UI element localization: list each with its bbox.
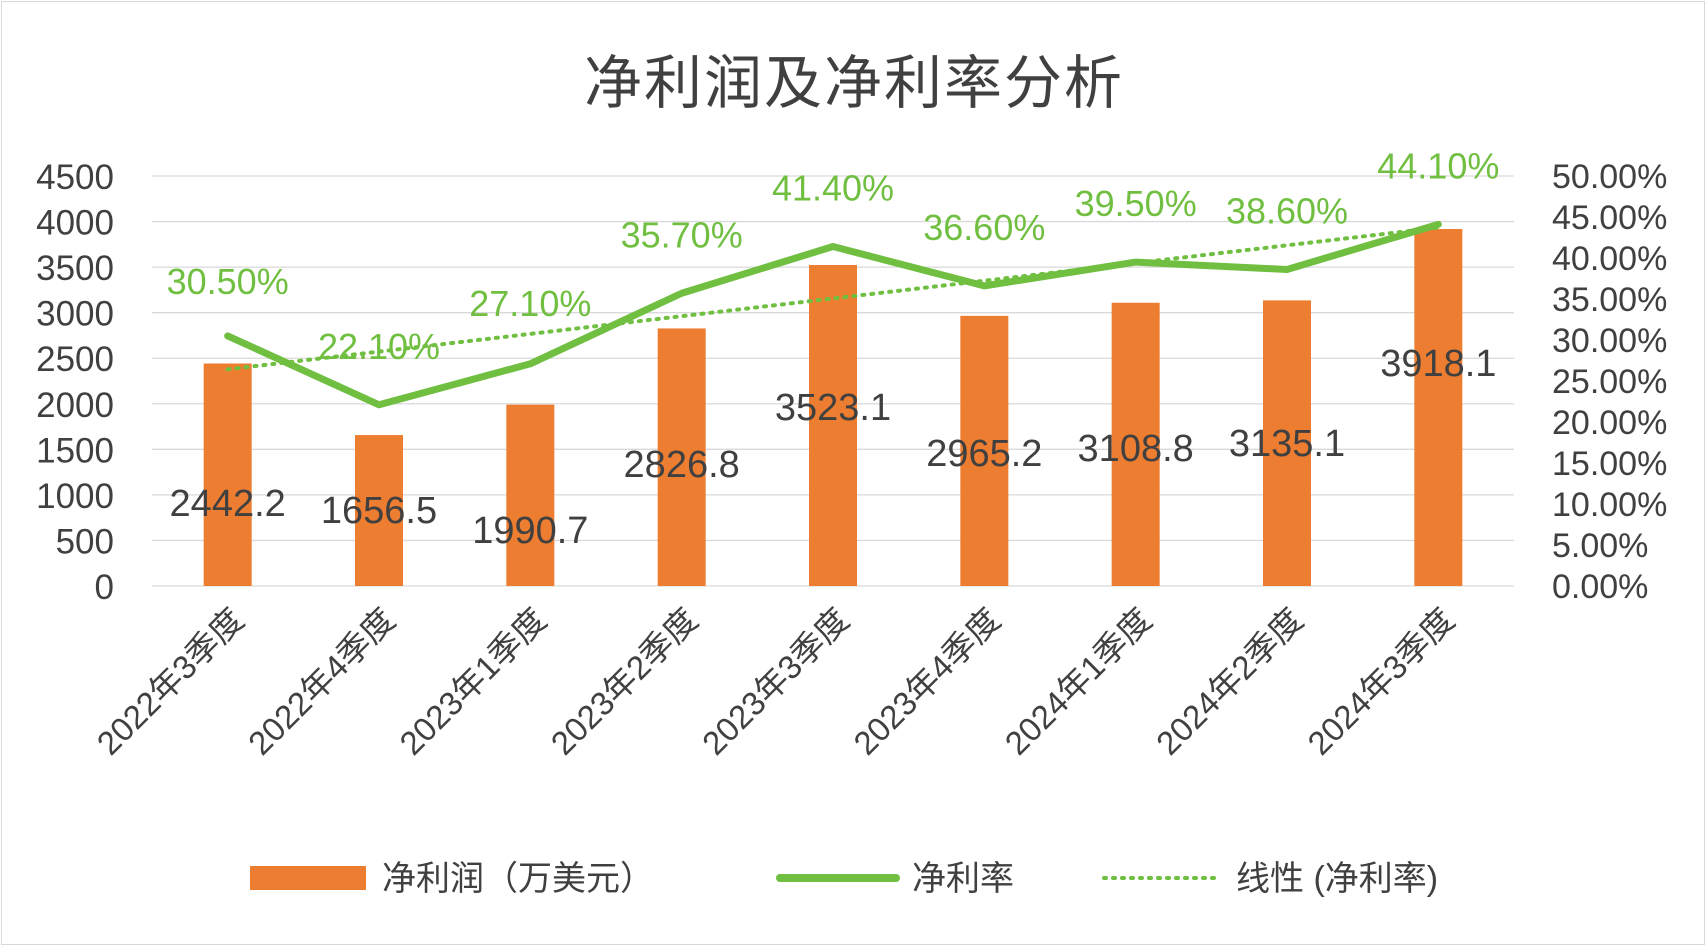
bar-data-labels: 2442.2 1656.5 1990.7 2826.8 3523.1 2965.2 3108… [170,343,1497,552]
line-data-label: 38.60% [1226,190,1348,231]
line-series [224,220,1442,409]
bar [809,265,857,586]
left-axis-tick-label: 500 [56,522,114,561]
left-axis-tick-label: 0 [95,568,114,607]
bar-data-label: 3523.1 [775,387,891,429]
bar [960,315,1009,586]
trendline [225,225,1441,372]
legend-swatch-bar [250,866,366,890]
line-data-label: 39.50% [1075,183,1197,224]
bar [1414,229,1463,586]
x-axis-tick-label: 2022年3季度 [90,601,251,762]
left-axis-tick-label: 2000 [36,386,114,425]
right-axis-tick-label: 5.00% [1552,527,1648,565]
x-axis-labels: 2022年3季度2022年4季度2023年1季度2023年2季度2023年3季度… [90,601,1462,762]
legend-label-trendline: 线性 (净利率) [1236,860,1438,898]
line-data-labels: 30.50% 22.10% 27.10% 35.70% 41.40% 36.60% 39.5… [167,145,1500,366]
legend-label-net-profit: 净利润（万美元） [382,860,654,898]
left-axis-tick-label: 1000 [36,477,114,516]
left-axis-tick-label: 1500 [36,431,114,470]
line-data-label: 35.70% [621,214,743,255]
right-axis-tick-label: 25.00% [1552,363,1667,401]
left-axis-tick-label: 4000 [36,204,114,243]
right-axis-tick-label: 10.00% [1552,486,1667,524]
right-axis-tick-label: 35.00% [1552,281,1667,319]
line-data-label: 22.10% [318,326,440,367]
x-axis-tick-label: 2023年4季度 [846,601,1007,762]
bar [657,328,706,586]
bar [1263,300,1311,586]
right-axis-tick-label: 30.00% [1552,322,1667,360]
net-margin-line [224,220,1442,409]
bar-data-label: 3108.8 [1078,428,1194,470]
bar-series [203,229,1463,586]
right-axis-tick-label: 40.00% [1552,240,1667,278]
left-axis-ticks: 0 500 1000 1500 2000 2500 3000 3500 4000 4500 [36,158,114,607]
legend: 净利润（万美元） 净利率 线性 (净利率) [250,860,1438,898]
x-axis-tick-label: 2023年1季度 [392,601,553,762]
x-axis-tick-label: 2024年3季度 [1300,601,1461,762]
left-axis-tick-label: 2500 [36,340,114,379]
right-axis-tick-label: 15.00% [1552,445,1667,483]
x-axis-tick-label: 2024年2季度 [1149,601,1310,762]
left-axis-tick-label: 3000 [36,295,114,334]
line-data-label: 36.60% [923,207,1045,248]
line-data-label: 27.10% [469,283,591,324]
x-axis-tick-label: 2023年3季度 [695,601,856,762]
right-axis-tick-label: 50.00% [1552,158,1667,196]
x-axis-tick-label: 2022年4季度 [241,601,402,762]
bar-data-label: 2442.2 [170,483,286,525]
bar [203,363,252,586]
right-axis-ticks: 0.00%5.00%10.00%15.00%20.00%25.00%30.00%… [1552,158,1667,606]
bar-data-label: 3918.1 [1380,343,1496,385]
line-data-label: 41.40% [772,168,894,209]
right-axis-tick-label: 0.00% [1552,568,1648,606]
right-axis-tick-label: 20.00% [1552,404,1667,442]
left-axis-tick-label: 4500 [36,158,114,197]
x-axis-tick-label: 2024年1季度 [998,601,1159,762]
chart-title: 净利润及净利率分析 [583,49,1124,117]
x-axis-tick-label: 2023年2季度 [544,601,705,762]
bar [1111,302,1160,586]
bar-data-label: 2826.8 [624,444,740,486]
bar [506,404,555,586]
trendline-series [225,225,1441,372]
line-data-label: 44.10% [1377,145,1499,186]
bar-data-label: 3135.1 [1229,423,1345,465]
legend-label-net-margin: 净利率 [912,860,1014,898]
line-data-label: 30.50% [167,261,289,302]
bar-data-label: 1990.7 [472,510,588,552]
bar [355,435,403,586]
bar-data-label: 2965.2 [926,433,1042,475]
right-axis-tick-label: 45.00% [1552,199,1667,237]
left-axis-tick-label: 3500 [36,249,114,288]
bar-data-label: 1656.5 [321,490,437,532]
